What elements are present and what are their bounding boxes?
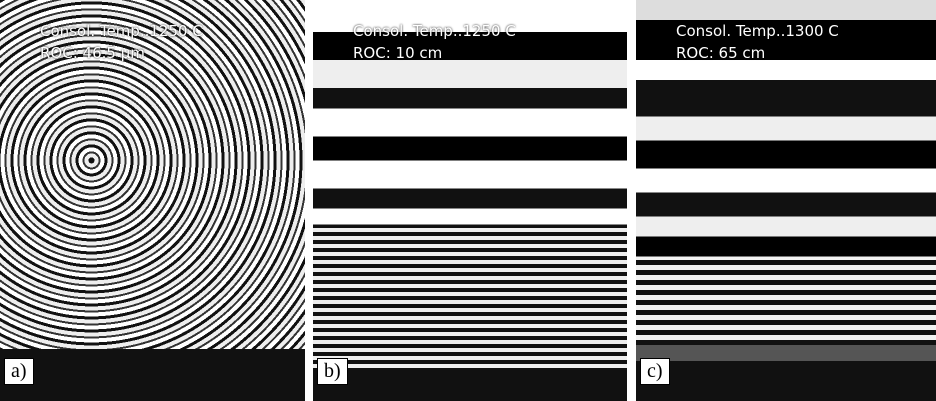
caption: Consol. Temp..1250 C ROC: 46.5 μm [40,20,203,64]
caption-line: ROC: 65 cm [676,44,766,62]
micrograph-panel: Consol. Temp..1250 C ROC: 46.5 μm a) [0,0,305,401]
caption-line: ROC: 10 cm [353,44,443,62]
panel-label: a) [4,358,34,385]
caption: Consol. Temp..1300 C ROC: 65 cm [676,20,839,64]
caption-line: ROC: 46.5 μm [40,44,145,62]
caption: Consol. Temp..1250 C ROC: 10 cm [353,20,516,64]
caption-line: Consol. Temp..1250 C [40,22,203,40]
micrograph-panel: Consol. Temp..1300 C ROC: 65 cm c) [636,0,936,401]
caption-line: Consol. Temp..1250 C [353,22,516,40]
caption-line: Consol. Temp..1300 C [676,22,839,40]
micrograph-panel: Consol. Temp..1250 C ROC: 10 cm b) [313,0,627,401]
panel-label: c) [640,358,670,385]
panel-label: b) [317,358,348,385]
